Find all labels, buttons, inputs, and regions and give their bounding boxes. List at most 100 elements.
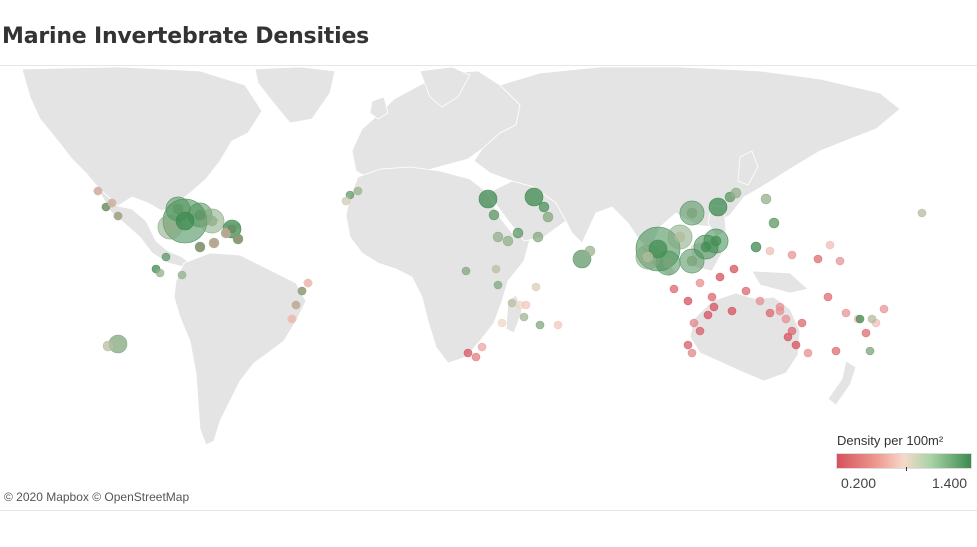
density-point-australia-east[interactable]	[783, 332, 793, 342]
density-point-australia-east[interactable]	[791, 340, 801, 350]
density-point-australia-west[interactable]	[709, 302, 719, 312]
density-point-philippines[interactable]	[730, 187, 742, 199]
density-point-south-africa[interactable]	[471, 352, 481, 362]
density-point-red-sea[interactable]	[478, 189, 498, 209]
density-point-indonesia[interactable]	[741, 286, 751, 296]
density-point-new-caledonia[interactable]	[855, 314, 865, 324]
density-point-se-asia[interactable]	[642, 251, 654, 263]
density-point-mexico-pacific[interactable]	[113, 211, 123, 221]
density-point-gulf-mexico[interactable]	[175, 211, 195, 231]
density-point-se-asia[interactable]	[648, 239, 668, 259]
density-point-gulf-mexico[interactable]	[206, 215, 218, 227]
density-point-south-africa[interactable]	[463, 348, 473, 358]
density-point-south-africa[interactable]	[477, 342, 487, 352]
density-point-pacific-islands[interactable]	[861, 328, 871, 338]
density-point-east-africa[interactable]	[461, 266, 471, 276]
density-point-persian-gulf[interactable]	[524, 187, 544, 207]
density-point-pacific-islands[interactable]	[879, 304, 889, 314]
density-point-persian-gulf[interactable]	[542, 211, 554, 223]
density-point-australia-east[interactable]	[803, 348, 813, 358]
density-point-australia-east[interactable]	[797, 318, 807, 328]
density-point-east-africa[interactable]	[491, 264, 501, 274]
density-point-pacific-islands[interactable]	[813, 254, 823, 264]
density-point-madagascar[interactable]	[519, 312, 529, 322]
map-area[interactable]	[0, 65, 977, 511]
density-point-se-asia[interactable]	[686, 207, 698, 219]
density-point-pacific-islands[interactable]	[831, 346, 841, 356]
density-point-red-sea[interactable]	[488, 209, 500, 221]
density-point-red-sea[interactable]	[492, 231, 504, 243]
density-point-australia-east[interactable]	[765, 308, 775, 318]
world-map[interactable]	[0, 66, 977, 510]
density-point-panama[interactable]	[155, 268, 165, 278]
density-point-panama[interactable]	[177, 270, 187, 280]
density-point-se-asia[interactable]	[700, 241, 712, 253]
density-point-philippines[interactable]	[760, 193, 772, 205]
density-point-indonesia[interactable]	[695, 278, 705, 288]
density-point-caribbean[interactable]	[227, 224, 237, 234]
density-point-australia-west[interactable]	[689, 318, 699, 328]
density-point-brazil[interactable]	[297, 286, 307, 296]
density-point-east-africa[interactable]	[497, 318, 507, 328]
density-point-red-sea[interactable]	[502, 235, 514, 247]
density-point-philippines[interactable]	[750, 241, 762, 253]
density-point-pacific-islands[interactable]	[787, 250, 797, 260]
density-point-indonesia[interactable]	[707, 292, 717, 302]
density-point-canary[interactable]	[345, 190, 355, 200]
density-point-indonesia[interactable]	[669, 284, 679, 294]
density-point-india[interactable]	[584, 245, 596, 257]
density-point-madagascar[interactable]	[521, 300, 531, 310]
density-point-east-africa[interactable]	[535, 320, 545, 330]
density-point-caribbean[interactable]	[195, 242, 205, 252]
density-point-se-asia[interactable]	[674, 231, 686, 243]
density-point-australia-east[interactable]	[775, 306, 785, 316]
density-point-mexico-pacific[interactable]	[101, 202, 111, 212]
density-point-philippines[interactable]	[708, 197, 728, 217]
density-point-pacific-islands[interactable]	[841, 308, 851, 318]
density-point-pacific-islands[interactable]	[823, 292, 833, 302]
density-point-canary[interactable]	[341, 196, 351, 206]
density-point-se-asia[interactable]	[710, 235, 722, 247]
density-point-pacific-islands[interactable]	[825, 240, 835, 250]
density-point-gulf-mexico[interactable]	[194, 209, 206, 221]
density-point-philippines[interactable]	[768, 217, 780, 229]
density-point-new-caledonia[interactable]	[867, 314, 877, 324]
density-point-indonesia[interactable]	[729, 264, 739, 274]
density-point-australia-west[interactable]	[687, 348, 697, 358]
density-point-gulf-mexico[interactable]	[164, 221, 176, 233]
density-point-east-africa[interactable]	[493, 280, 503, 290]
density-point-brazil[interactable]	[291, 300, 301, 310]
density-point-canary[interactable]	[353, 186, 363, 196]
density-point-madagascar[interactable]	[553, 320, 563, 330]
density-point-australia-west[interactable]	[683, 340, 693, 350]
density-point-mexico-pacific[interactable]	[93, 186, 103, 196]
density-point-indonesia[interactable]	[727, 306, 737, 316]
density-point-indonesia[interactable]	[683, 296, 693, 306]
density-point-australia-east[interactable]	[787, 326, 797, 336]
density-point-persian-gulf[interactable]	[532, 231, 544, 243]
density-point-australia-west[interactable]	[695, 326, 705, 336]
density-point-caribbean[interactable]	[209, 238, 219, 248]
density-point-australia-west[interactable]	[703, 310, 713, 320]
density-point-red-sea[interactable]	[512, 227, 524, 239]
density-point-new-caledonia[interactable]	[917, 208, 927, 218]
density-point-mexico-pacific[interactable]	[107, 198, 117, 208]
density-point-se-asia[interactable]	[662, 257, 674, 269]
density-point-pacific-islands[interactable]	[835, 256, 845, 266]
density-point-persian-gulf[interactable]	[538, 201, 550, 213]
density-point-se-asia[interactable]	[686, 255, 698, 267]
density-point-caribbean[interactable]	[233, 234, 243, 244]
density-point-caribbean[interactable]	[221, 228, 231, 238]
density-point-brazil[interactable]	[303, 278, 313, 288]
density-point-indonesia[interactable]	[715, 272, 725, 282]
density-point-pacific-islands[interactable]	[765, 246, 775, 256]
density-point-east-africa[interactable]	[507, 298, 517, 308]
density-point-brazil[interactable]	[287, 314, 297, 324]
density-point-galapagos[interactable]	[102, 340, 114, 352]
density-point-new-caledonia[interactable]	[865, 346, 875, 356]
density-point-indonesia[interactable]	[755, 296, 765, 306]
density-point-gulf-mexico[interactable]	[172, 203, 184, 215]
density-point-madagascar[interactable]	[531, 282, 541, 292]
density-point-australia-east[interactable]	[781, 314, 791, 324]
density-point-panama[interactable]	[161, 252, 171, 262]
